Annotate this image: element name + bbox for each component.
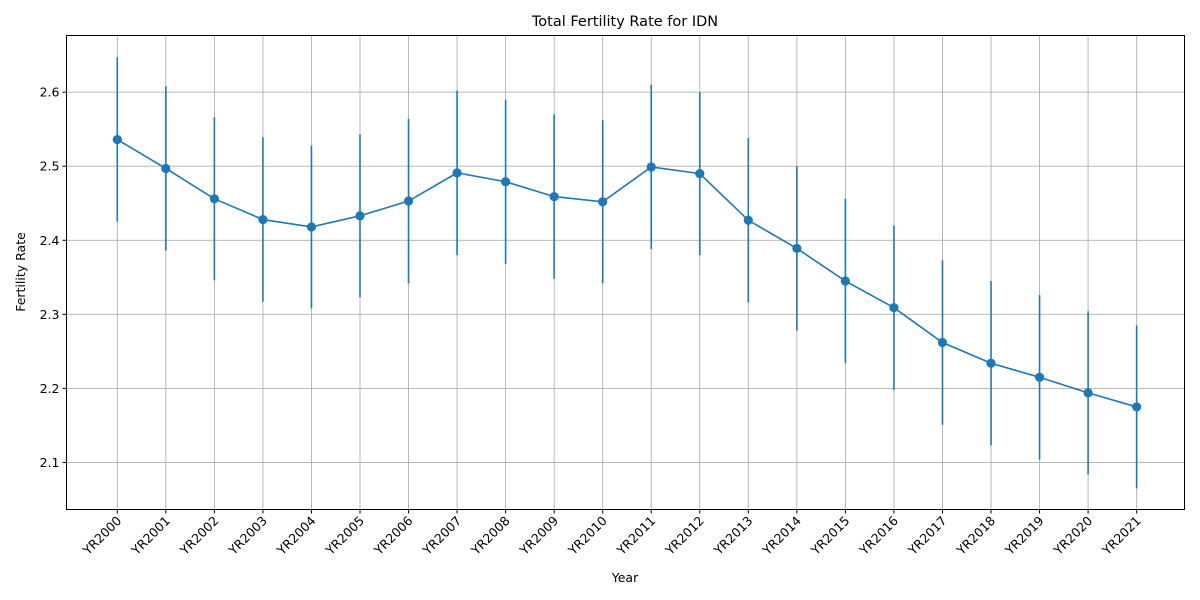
x-tick-label: YR2002 bbox=[176, 513, 221, 558]
y-tick-label: 2.3 bbox=[40, 307, 60, 322]
plot-frame bbox=[66, 35, 1185, 510]
x-tick-label: YR2003 bbox=[225, 513, 270, 558]
series-line-group bbox=[116, 138, 1137, 408]
x-tick-label: YR2020 bbox=[1050, 513, 1095, 558]
x-tick-label: YR2016 bbox=[856, 513, 901, 558]
x-tick-label: YR2007 bbox=[419, 513, 464, 558]
data-point bbox=[452, 168, 462, 178]
y-axis-label: Fertility Rate bbox=[13, 232, 28, 312]
data-point bbox=[1132, 402, 1142, 412]
x-tick-label: YR2001 bbox=[128, 513, 173, 558]
data-point bbox=[1083, 388, 1093, 398]
x-tick-label: YR2010 bbox=[564, 513, 609, 558]
data-point bbox=[549, 191, 559, 202]
data-point bbox=[1034, 372, 1045, 382]
y-tick-label: 2.5 bbox=[40, 159, 60, 174]
data-point bbox=[937, 337, 948, 348]
chart-title: Total Fertility Rate for IDN bbox=[531, 14, 718, 30]
data-point bbox=[986, 358, 996, 368]
series-line bbox=[116, 138, 1137, 408]
grid-lines bbox=[66, 35, 1185, 510]
x-tick-label: YR2004 bbox=[273, 513, 318, 558]
x-tick-label: YR2018 bbox=[953, 513, 998, 558]
data-point bbox=[598, 197, 608, 207]
y-axis-ticks: 2.1 2.2 2.3 2.4 2.5 2.6 bbox=[40, 85, 67, 470]
y-tick-label: 2.2 bbox=[40, 381, 60, 396]
data-point bbox=[258, 214, 268, 225]
y-tick-label: 2.1 bbox=[40, 455, 60, 470]
x-tick-label: YR2013 bbox=[710, 513, 755, 558]
data-point bbox=[161, 163, 171, 174]
x-tick-label: YR2011 bbox=[613, 513, 658, 558]
data-point bbox=[355, 211, 365, 221]
data-point bbox=[306, 222, 317, 232]
x-tick-label: YR2012 bbox=[662, 513, 707, 558]
x-axis-label: Year bbox=[611, 570, 639, 585]
x-tick-label: YR2021 bbox=[1098, 513, 1143, 558]
data-point bbox=[403, 196, 414, 206]
x-tick-label: YR2017 bbox=[904, 513, 949, 558]
data-point bbox=[792, 243, 802, 254]
data-point bbox=[743, 215, 753, 225]
x-tick-label: YR2005 bbox=[322, 513, 367, 558]
x-tick-label: YR2008 bbox=[467, 513, 512, 558]
data-point bbox=[695, 169, 705, 179]
data-points bbox=[112, 134, 1142, 412]
y-tick-label: 2.4 bbox=[40, 233, 60, 248]
data-point bbox=[889, 303, 899, 313]
x-tick-label: YR2006 bbox=[370, 513, 415, 558]
data-point bbox=[209, 194, 219, 204]
x-tick-label: YR2015 bbox=[807, 513, 852, 558]
x-tick-label: YR2014 bbox=[759, 513, 804, 558]
y-tick-label: 2.6 bbox=[40, 85, 60, 100]
data-point bbox=[112, 134, 122, 145]
x-tick-label: YR2000 bbox=[79, 513, 124, 558]
data-point bbox=[501, 177, 511, 187]
data-point bbox=[646, 162, 656, 172]
data-point bbox=[840, 276, 851, 286]
error-bars bbox=[116, 57, 1138, 489]
x-tick-label: YR2019 bbox=[1001, 513, 1046, 558]
x-tick-label: YR2009 bbox=[516, 513, 561, 558]
x-axis-ticks: YR2000 YR2001 YR2002 YR2003 YR2004 YR2005 YR20… bbox=[79, 509, 1144, 558]
